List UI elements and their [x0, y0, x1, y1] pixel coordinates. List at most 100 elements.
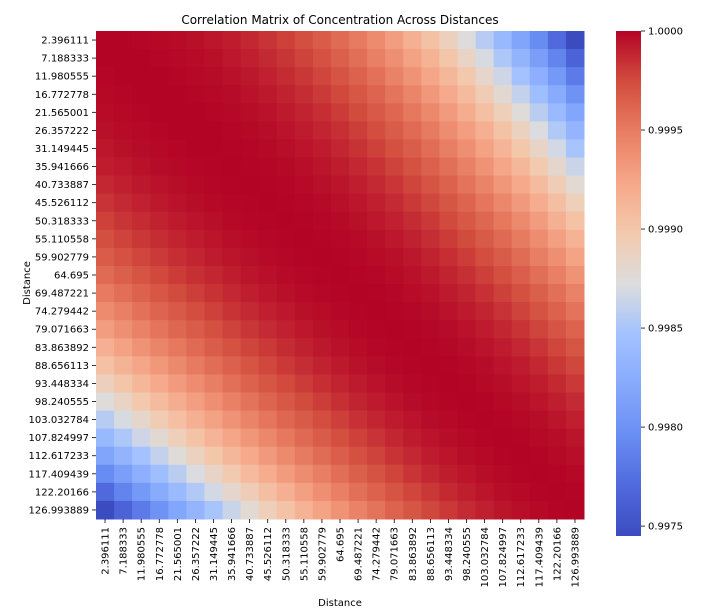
heatmap-cell [204, 302, 224, 321]
heatmap-cell [349, 175, 368, 195]
heatmap-cell [240, 284, 260, 303]
heatmap-cell [204, 500, 224, 520]
heatmap-cell [132, 157, 151, 177]
heatmap-cell [439, 302, 458, 321]
heatmap-cell [529, 229, 549, 249]
heatmap-cell [511, 157, 531, 177]
heatmap-cell [168, 265, 187, 285]
heatmap-cell [204, 121, 224, 140]
colorbar-tick-label: 0.9980 [648, 423, 683, 434]
heatmap-cell [565, 139, 585, 159]
heatmap-cell [312, 85, 332, 104]
heatmap-cell [457, 85, 477, 104]
heatmap-cell [403, 247, 422, 267]
heatmap-cell [96, 482, 115, 502]
heatmap-cell [349, 482, 368, 502]
heatmap-cell [114, 193, 133, 213]
heatmap-cell [186, 193, 205, 213]
x-tick-label: 11.980555 [137, 527, 148, 581]
x-tick-label: 26.357222 [191, 527, 202, 581]
heatmap-cell [312, 49, 332, 68]
heatmap-cell [439, 356, 458, 375]
heatmap-cell [330, 284, 350, 303]
heatmap-cell [258, 428, 278, 448]
heatmap-cell [330, 302, 350, 321]
heatmap-cell [457, 482, 477, 502]
heatmap-cell [493, 229, 513, 249]
heatmap-cell [186, 320, 205, 339]
colorbar-tick-label: 1.0000 [648, 27, 683, 38]
heatmap-cell [168, 229, 187, 249]
heatmap-cell [330, 193, 350, 213]
heatmap-cell [96, 320, 115, 339]
heatmap-cell [403, 265, 422, 285]
heatmap-cell [403, 338, 422, 357]
x-tick-label: 107.824997 [498, 527, 509, 587]
heatmap-cell [150, 374, 169, 393]
heatmap-cell [114, 464, 133, 484]
heatmap-cell [529, 175, 549, 195]
heatmap-cell [511, 500, 531, 520]
heatmap-cell [294, 320, 314, 339]
heatmap-cell [186, 157, 205, 177]
heatmap-cell [294, 229, 314, 249]
heatmap-cell [457, 410, 477, 430]
heatmap-cell [565, 67, 585, 86]
y-tick-label: 98.240555 [35, 397, 89, 408]
heatmap-cell [168, 157, 187, 177]
heatmap-cell [529, 374, 549, 393]
heatmap-cell [132, 193, 151, 213]
heatmap-cell [529, 482, 549, 502]
heatmap-cell [367, 265, 386, 285]
heatmap-cell [258, 338, 278, 357]
heatmap-cell [385, 175, 404, 195]
heatmap-cell [403, 31, 422, 50]
heatmap-cell [403, 103, 422, 122]
heatmap-cell [421, 211, 440, 231]
heatmap-cell [403, 392, 422, 412]
heatmap-cell [367, 356, 386, 375]
heatmap-cell [367, 374, 386, 393]
heatmap-cell [349, 49, 368, 68]
heatmap-cell [96, 31, 115, 50]
heatmap-cell [421, 193, 440, 213]
heatmap-cell [529, 121, 549, 140]
heatmap-cell [547, 500, 567, 520]
heatmap-cell [421, 103, 440, 122]
heatmap-cell [349, 500, 368, 520]
heatmap-cell [258, 175, 278, 195]
heatmap-cell [493, 374, 513, 393]
heatmap-cell [258, 31, 278, 50]
heatmap-cell [367, 500, 386, 520]
heatmap-cell [547, 175, 567, 195]
heatmap-cell [547, 356, 567, 375]
heatmap-cell [294, 67, 314, 86]
heatmap-cell [475, 410, 495, 430]
heatmap-cell [403, 121, 422, 140]
heatmap-cell [330, 49, 350, 68]
heatmap-cell [312, 211, 332, 231]
heatmap-cell [204, 139, 224, 159]
heatmap-cell [150, 121, 169, 140]
heatmap-cell [132, 410, 151, 430]
heatmap-cell [367, 211, 386, 231]
heatmap-cell [222, 374, 242, 393]
heatmap-cell [168, 284, 187, 303]
heatmap-cell [511, 265, 531, 285]
heatmap-cell [349, 356, 368, 375]
heatmap-cell [529, 410, 549, 430]
heatmap-cell [258, 157, 278, 177]
heatmap-cell [385, 103, 404, 122]
heatmap-cell [294, 302, 314, 321]
heatmap-cell [565, 211, 585, 231]
heatmap-cell [132, 482, 151, 502]
heatmap-cell [457, 265, 477, 285]
heatmap-cell [439, 175, 458, 195]
heatmap-cell [367, 121, 386, 140]
heatmap-cell [150, 49, 169, 68]
heatmap-cell [240, 229, 260, 249]
heatmap-cell [222, 193, 242, 213]
heatmap-cell [349, 284, 368, 303]
heatmap-cell [385, 482, 404, 502]
heatmap-cell [132, 139, 151, 159]
